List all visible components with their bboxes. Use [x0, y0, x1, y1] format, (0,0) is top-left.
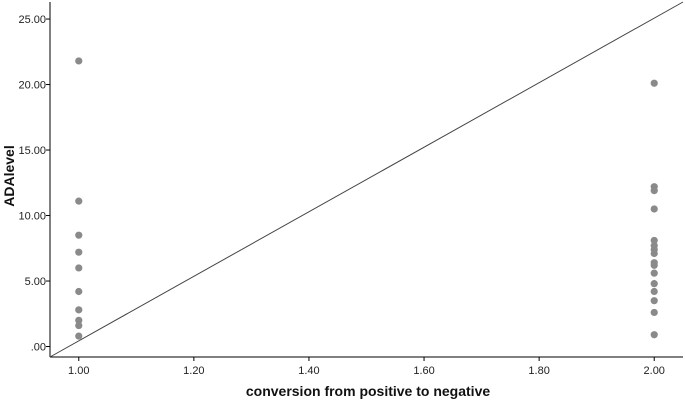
- data-point: [75, 57, 83, 65]
- data-point: [650, 297, 658, 305]
- data-point: [650, 249, 658, 258]
- data-points: [75, 57, 658, 340]
- data-point: [75, 287, 83, 296]
- plot-frame: [49, 2, 683, 358]
- data-point: [650, 269, 658, 277]
- data-point: [75, 231, 83, 239]
- x-tick-label: 2.00: [644, 365, 665, 377]
- data-point: [650, 287, 658, 296]
- reference-line: [49, 1, 684, 358]
- x-axis-title: conversion from positive to negative: [246, 383, 490, 399]
- x-tick-label: 1.00: [68, 365, 89, 377]
- data-point: [650, 79, 658, 87]
- data-point: [75, 197, 83, 205]
- y-tick-label: 20.00: [18, 80, 46, 92]
- data-point: [75, 264, 83, 272]
- data-point: [75, 248, 83, 256]
- data-point: [75, 321, 83, 330]
- reference-line-layer: [49, 1, 684, 358]
- data-point: [650, 236, 658, 245]
- data-point: [650, 261, 658, 269]
- x-tick-label: 1.80: [528, 365, 549, 377]
- data-point: [75, 316, 83, 324]
- data-point: [650, 187, 658, 195]
- x-tick-label: 1.60: [413, 365, 434, 377]
- data-point: [650, 308, 658, 317]
- data-point: [75, 306, 83, 314]
- y-tick-label: 10.00: [18, 211, 46, 223]
- data-point: [650, 331, 658, 339]
- y-tick-label: 15.00: [18, 145, 46, 157]
- x-tick-label: 1.40: [298, 365, 319, 377]
- x-axis-ticks: 1.00 1.20 1.40 1.60 1.80 2.00: [68, 357, 665, 377]
- y-tick-label: 5.00: [25, 276, 46, 288]
- data-point: [650, 280, 658, 288]
- x-tick-label: 1.20: [183, 365, 204, 377]
- y-tick-label: .00: [31, 342, 46, 354]
- y-axis-ticks: .00 5.00 10.00 15.00 20.00 25.00: [18, 14, 50, 354]
- data-point: [75, 332, 83, 340]
- y-axis-title: ADAlevel: [1, 145, 17, 206]
- y-tick-label: 25.00: [18, 14, 46, 26]
- data-point: [650, 205, 658, 213]
